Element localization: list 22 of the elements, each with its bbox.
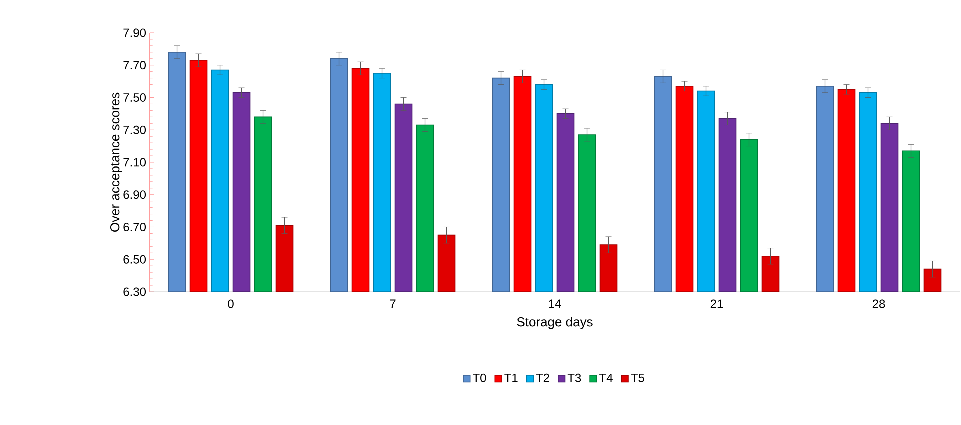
y-tick-label: 7.30 [124, 126, 146, 134]
x-tick-label: 0 [228, 300, 234, 308]
y-tick-label: 6.50 [124, 255, 146, 264]
legend-label: T4 [600, 374, 613, 382]
legend-label: T0 [473, 374, 486, 382]
x-tick-label: 21 [710, 300, 724, 308]
x-axis-title: Storage days [517, 317, 593, 330]
y-tick-label: 7.10 [124, 158, 146, 167]
legend-label: T1 [504, 374, 518, 382]
y-tick-label: 7.70 [124, 61, 146, 70]
y-tick-label: 6.30 [124, 288, 146, 296]
y-tick-label: 7.50 [124, 94, 146, 102]
x-tick-label: 14 [549, 300, 562, 308]
x-tick-label: 7 [390, 300, 396, 308]
x-tick-label: 28 [872, 300, 886, 308]
legend-label: T3 [568, 374, 582, 382]
y-tick-label: 6.70 [124, 222, 146, 232]
legend-label: T2 [536, 374, 550, 382]
y-tick-label: 6.90 [124, 190, 146, 200]
y-tick-label: 7.90 [124, 28, 146, 38]
legend-label: T5 [631, 374, 644, 382]
y-axis-title: Over acceptance scores [110, 92, 122, 232]
